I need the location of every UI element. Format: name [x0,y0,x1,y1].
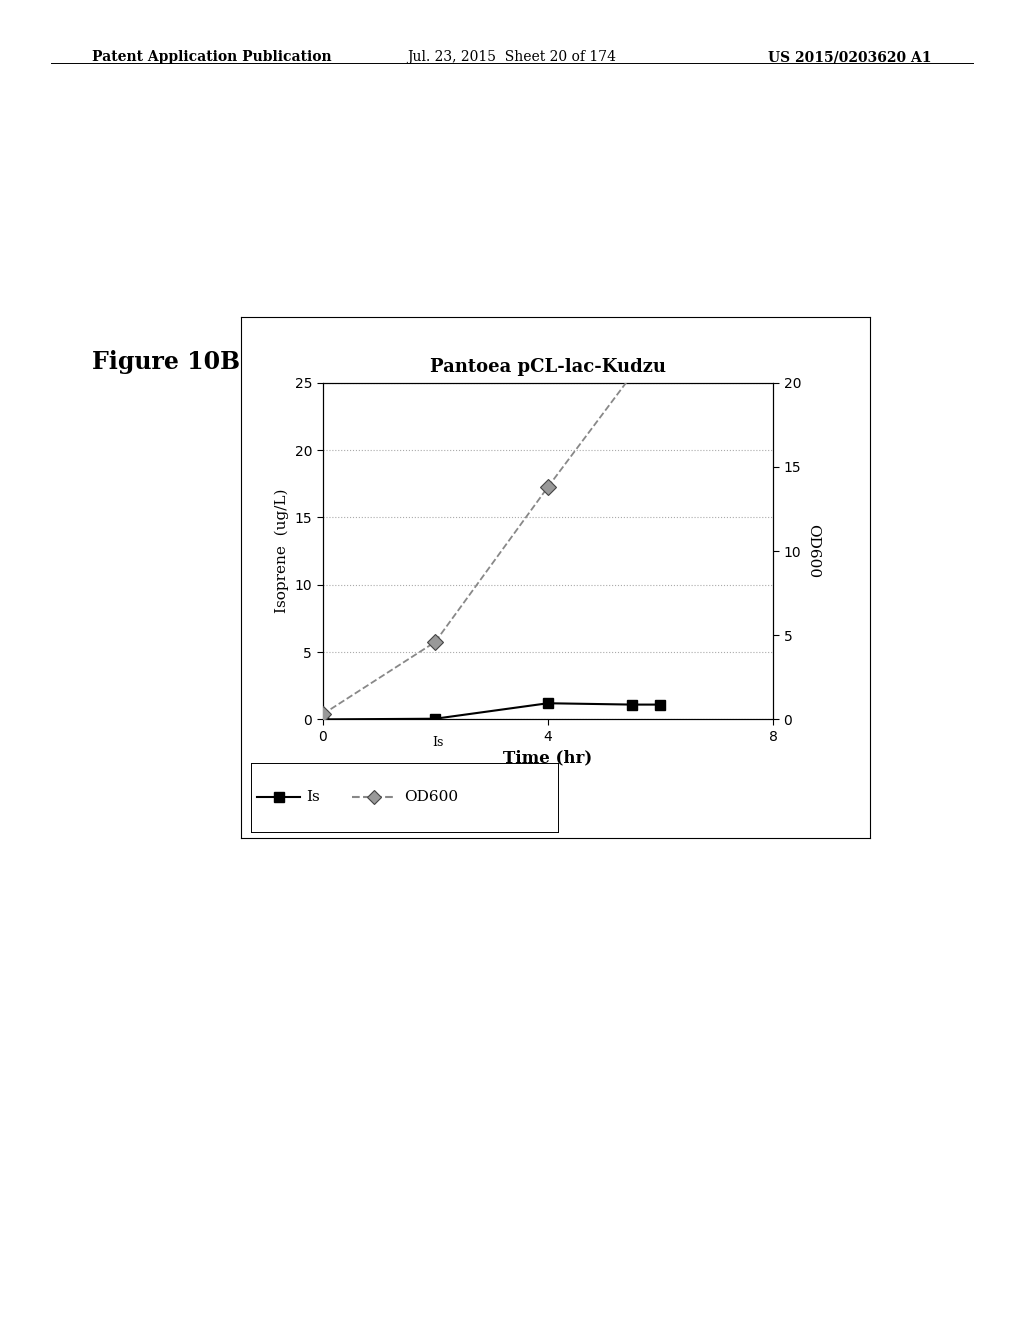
Y-axis label: Isoprene  (ug/L): Isoprene (ug/L) [274,488,289,614]
Text: US 2015/0203620 A1: US 2015/0203620 A1 [768,50,932,65]
Text: Is: Is [432,735,443,748]
X-axis label: Time (hr): Time (hr) [503,750,593,767]
Text: Is: Is [306,791,319,804]
Text: Patent Application Publication: Patent Application Publication [92,50,332,65]
Title: Pantoea pCL-lac-Kudzu: Pantoea pCL-lac-Kudzu [430,358,666,376]
Text: Figure 10B: Figure 10B [92,350,241,374]
Text: OD600: OD600 [404,791,459,804]
Text: Jul. 23, 2015  Sheet 20 of 174: Jul. 23, 2015 Sheet 20 of 174 [408,50,616,65]
Y-axis label: OD600: OD600 [807,524,820,578]
